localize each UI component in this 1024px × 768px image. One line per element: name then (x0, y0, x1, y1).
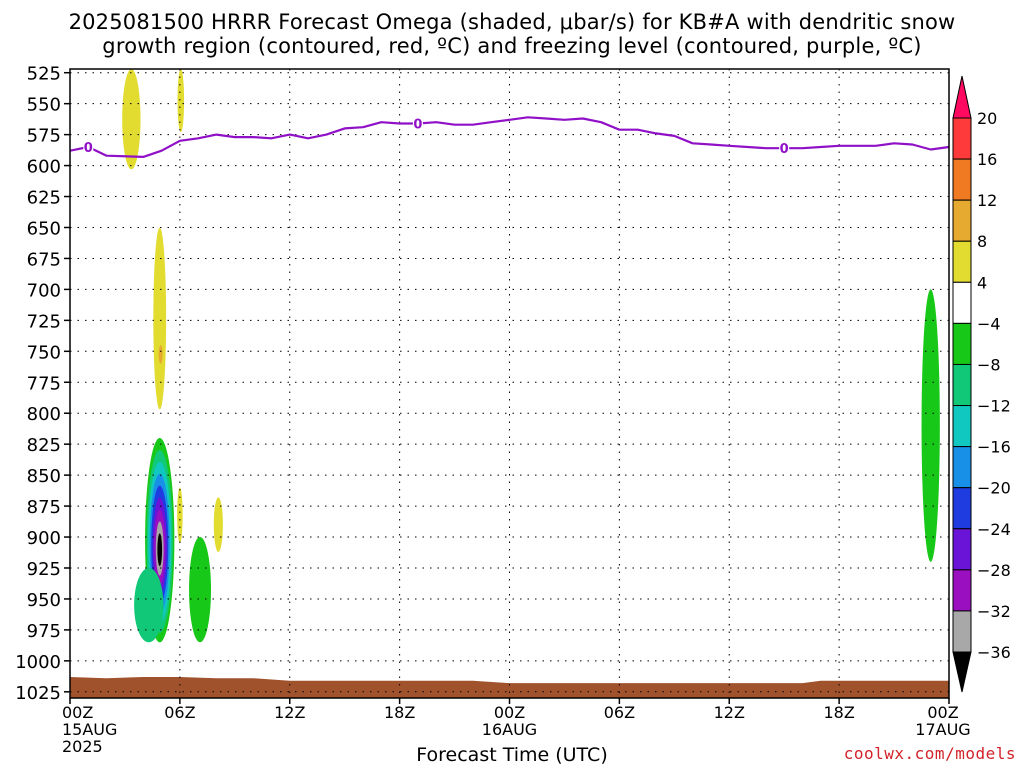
x-axis-title: Forecast Time (UTC) (416, 744, 608, 766)
freezing-level-label-3: 0 (780, 142, 789, 157)
x-tick-label-30-1: 06Z (604, 703, 635, 722)
freezing-level-label-1: 0 (84, 141, 93, 156)
y-tick-label-800: 800 (27, 404, 61, 425)
colorbar-label-1: 20 (977, 109, 997, 128)
freezing-level-label-bg-1 (83, 139, 94, 155)
y-tick-label-750: 750 (27, 342, 61, 363)
colorbar-label-7: −8 (977, 355, 1001, 374)
colorbar-label-11: −24 (977, 520, 1011, 539)
y-tick-label-850: 850 (27, 466, 61, 487)
omega-contour-descent-low-right (189, 537, 212, 643)
y-tick-label-900: 900 (27, 528, 61, 549)
colorbar-swatch-5 (952, 281, 972, 324)
omega-shading (122, 69, 940, 643)
colorbar-swatch-12 (952, 569, 972, 612)
y-tick-label-575: 575 (27, 126, 61, 147)
colorbar-label-2: 16 (977, 150, 997, 169)
colorbar-label-3: 12 (977, 191, 997, 210)
omega-contour-ascent-low-b (213, 497, 223, 552)
y-tick-label-700: 700 (27, 280, 61, 301)
y-tick-label-550: 550 (27, 95, 61, 116)
x-tick-label-48-1: 00Z (927, 703, 958, 722)
x-tick-label-24-1: 00Z (494, 703, 525, 722)
omega-contour-ascent-mid (153, 227, 167, 410)
colorbar-max-triangle (952, 75, 972, 119)
y-tick-label-875: 875 (27, 497, 61, 518)
x-tick-label-0-1: 00Z (62, 703, 93, 722)
freezing-level-label-bg-2 (412, 115, 423, 131)
colorbar-swatch-9 (952, 446, 972, 489)
chart-title-line-1: 2025081500 HRRR Forecast Omega (shaded, … (68, 10, 956, 34)
colorbar-swatch-2 (952, 158, 972, 201)
y-tick-label-775: 775 (27, 373, 61, 394)
colorbar-swatch-11 (952, 528, 972, 571)
site-credit[interactable]: coolwx.com/models (843, 744, 1016, 763)
y-tick-label-725: 725 (27, 311, 61, 332)
colorbar-label-10: −20 (977, 479, 1011, 498)
x-tick-label-6-1: 06Z (164, 703, 195, 722)
colorbar: 20 16 12 8 4 −4 −8 −12 −16 −20 −24 −28 −32 −36 (952, 75, 1011, 693)
colorbar-swatch-6 (952, 322, 972, 365)
freezing-level-label-bg-3 (779, 140, 790, 156)
y-tick-label-650: 650 (27, 218, 61, 239)
colorbar-label-14: −36 (977, 643, 1011, 662)
omega-contour-descent-right (921, 289, 940, 562)
y-axis: 525 550 575 600 625 650 675 700 725 750 775 800 825 8… (15, 64, 70, 704)
omega-contour-descent-low-left (134, 567, 164, 643)
colorbar-label-8: −12 (977, 397, 1011, 416)
y-tick-label-675: 675 (27, 249, 61, 270)
x-tick-label-0-2: 15AUG (62, 720, 117, 739)
colorbar-label-12: −28 (977, 561, 1011, 580)
y-tick-label-825: 825 (27, 435, 61, 456)
colorbar-label-5: 4 (977, 273, 987, 292)
colorbar-swatch-4 (952, 240, 972, 283)
colorbar-swatch-3 (952, 199, 972, 242)
colorbar-label-9: −16 (977, 438, 1011, 457)
colorbar-swatch-8 (952, 405, 972, 448)
freezing-level-line (70, 116, 949, 158)
freezing-level-contour: 0 0 0 (70, 115, 949, 158)
colorbar-swatch-7 (952, 363, 972, 407)
colorbar-label-13: −32 (977, 602, 1011, 621)
y-tick-label-975: 975 (27, 621, 61, 642)
omega-contour-ascent-top-b (177, 69, 185, 133)
y-tick-label-950: 950 (27, 590, 61, 611)
y-tick-label-925: 925 (27, 559, 61, 580)
freezing-level-label-2: 0 (413, 117, 422, 132)
y-tick-label-1025: 1025 (15, 683, 61, 704)
x-tick-label-24-2: 16AUG (482, 720, 537, 739)
x-tick-label-42-1: 18Z (823, 703, 854, 722)
x-tick-label-36-1: 12Z (714, 703, 745, 722)
omega-contour-ascent-mid-core (158, 345, 163, 364)
chart-title: 2025081500 HRRR Forecast Omega (shaded, … (0, 10, 1024, 58)
colorbar-min-triangle (952, 651, 972, 693)
colorbar-label-4: 8 (977, 232, 987, 251)
x-tick-label-18-1: 18Z (384, 703, 415, 722)
colorbar-swatch-10 (952, 487, 972, 530)
omega-contour-ascent-top-a (122, 69, 141, 170)
y-tick-label-1000: 1000 (15, 652, 61, 673)
colorbar-swatch-1 (952, 117, 972, 160)
y-tick-label-600: 600 (27, 157, 61, 178)
omega-contour-ascent-low (177, 487, 183, 544)
y-tick-label-525: 525 (27, 64, 61, 85)
x-tick-label-48-2: 17AUG (915, 720, 970, 739)
y-tick-label-625: 625 (27, 188, 61, 209)
x-tick-label-12-1: 12Z (274, 703, 305, 722)
omega-contour-descent-core-9 (157, 533, 163, 567)
colorbar-swatch-13 (952, 610, 972, 653)
chart-title-line-2: growth region (contoured, red, ºC) and f… (102, 34, 922, 58)
colorbar-label-6: −4 (977, 314, 1001, 333)
x-tick-label-0-3: 2025 (62, 737, 103, 756)
plot-area (70, 69, 949, 698)
